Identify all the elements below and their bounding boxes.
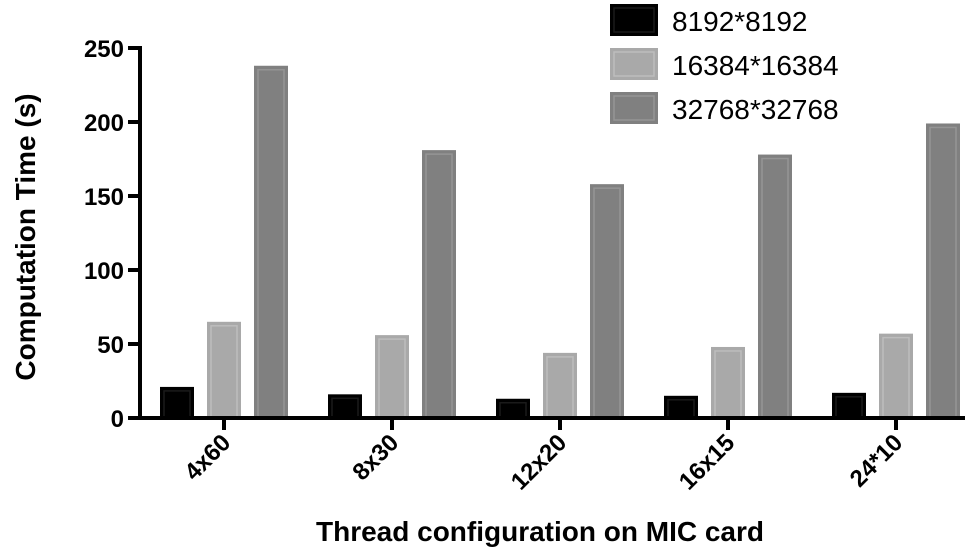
bar-fill xyxy=(711,346,745,418)
bar-fill xyxy=(590,184,624,418)
y-tick-label: 0 xyxy=(111,406,124,433)
bar-16384x16384-12x20 xyxy=(543,352,577,419)
legend-label: 8192*8192 xyxy=(672,6,807,37)
x-tick-label: 4x60 xyxy=(179,429,236,486)
bar-fill xyxy=(879,333,913,418)
bar-8192x8192-12x20 xyxy=(496,398,530,419)
y-tick-label: 100 xyxy=(84,258,124,285)
bar-8192x8192-16x15 xyxy=(664,395,698,419)
bar-32768x32768-12x20 xyxy=(590,184,624,419)
legend-item-16384x16384: 16384*16384 xyxy=(610,48,839,81)
bar-32768x32768-4x60 xyxy=(254,65,288,419)
y-axis-title: Computation Time (s) xyxy=(10,93,41,380)
bar-16384x16384-4x60 xyxy=(207,321,241,419)
bar-16384x16384-24x10 xyxy=(879,333,913,419)
x-tick-label: 16x15 xyxy=(674,429,740,495)
y-tick-label: 150 xyxy=(84,184,124,211)
bar-fill xyxy=(926,123,960,418)
bar-8192x8192-4x60 xyxy=(160,386,194,419)
bars-layer xyxy=(160,65,960,419)
bar-fill xyxy=(328,394,362,418)
x-axis-title: Thread configuration on MIC card xyxy=(316,516,764,547)
legend-item-8192x8192: 8192*8192 xyxy=(610,4,807,37)
legend-item-32768x32768: 32768*32768 xyxy=(610,92,839,125)
legend-swatch xyxy=(610,4,658,36)
x-tick-label: 12x20 xyxy=(506,429,572,495)
bar-8192x8192-8x30 xyxy=(328,394,362,419)
x-tick-label: 8x30 xyxy=(347,429,404,486)
bar-fill xyxy=(207,321,241,418)
y-tick-label: 250 xyxy=(84,36,124,63)
legend-swatch-outline xyxy=(613,7,655,33)
legend-swatch xyxy=(610,92,658,124)
bar-32768x32768-16x15 xyxy=(758,154,792,419)
bar-fill xyxy=(543,352,577,418)
bar-fill xyxy=(160,386,194,418)
legend-label: 16384*16384 xyxy=(672,50,839,81)
legend-swatch-outline xyxy=(613,95,655,121)
bar-fill xyxy=(375,335,409,418)
bar-fill xyxy=(254,65,288,418)
bar-fill xyxy=(496,398,530,418)
legend-swatch xyxy=(610,48,658,80)
bar-16384x16384-8x30 xyxy=(375,335,409,419)
bar-fill xyxy=(758,154,792,418)
x-tick-label: 24*10 xyxy=(845,429,908,492)
bar-32768x32768-8x30 xyxy=(422,150,456,419)
bar-fill xyxy=(422,150,456,418)
y-tick-label: 200 xyxy=(84,110,124,137)
legend-label: 32768*32768 xyxy=(672,94,839,125)
legend-swatch-outline xyxy=(613,51,655,77)
y-tick-label: 50 xyxy=(97,332,124,359)
bar-8192x8192-24x10 xyxy=(832,392,866,419)
bar-16384x16384-16x15 xyxy=(711,346,745,419)
bar-fill xyxy=(664,395,698,418)
legend: 8192*8192 16384*16384 32768*32768 xyxy=(610,4,839,125)
bar-32768x32768-24x10 xyxy=(926,123,960,419)
